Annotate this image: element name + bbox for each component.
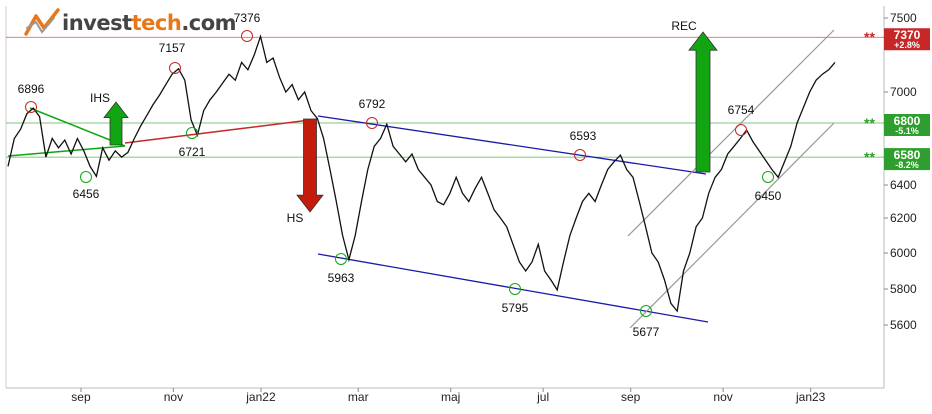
rising-channel-bottom [629,122,835,329]
level-value: 6800 [894,114,921,128]
brand-logo[interactable]: investtech.com [24,6,237,40]
pivot-label: 6450 [755,189,782,203]
pivot-marker [80,171,92,183]
x-tick-label: sep [621,390,641,404]
pivot-marker [640,305,652,317]
level-value: 6580 [894,148,921,162]
pivot-label: 7157 [159,41,186,55]
pivot-marker [366,117,378,129]
brand-name: investtech.com [62,11,237,35]
pivot-label: 6456 [73,187,100,201]
pivot-label: 6896 [18,82,45,96]
channel-bottom [317,253,709,323]
level-pct: +2.8% [894,40,920,50]
level-stars: ** [864,29,875,45]
pivot-marker [241,30,253,42]
x-tick-label: nov [713,390,732,404]
channel-top [317,115,707,175]
level-pct: -5.1% [895,126,919,136]
ihs-neckline [7,145,126,157]
pivot-label: 6754 [728,103,755,117]
pivot-marker [186,127,198,139]
pivot-marker [169,62,181,74]
x-tick-label: sep [71,390,91,404]
logo-icon [24,8,60,36]
hs-arrow [296,118,324,213]
level-pct: -8.2% [895,160,919,170]
pivot-label: 5677 [633,325,660,339]
ihs-arrow [103,101,129,146]
level-stars: ** [864,149,875,165]
pivot-marker [509,283,521,295]
y-tick-label: 7500 [890,11,917,25]
x-tick-label: jul [536,390,549,404]
rising-channel-top [627,29,835,237]
y-tick-label: 6400 [890,178,917,192]
level-tag [884,148,930,171]
level-tag [884,114,930,136]
pivot-label: 6721 [179,145,206,159]
y-tick-label: 5600 [890,318,917,332]
hs-neckline [124,118,319,144]
pivot-marker [335,253,347,265]
rec-arrow [688,31,718,173]
level-value: 7370 [894,28,921,42]
pattern-label: IHS [90,91,110,105]
pivot-marker [574,149,586,161]
x-tick-label: nov [164,390,183,404]
y-tick-label: 7000 [890,85,917,99]
x-tick-label: mar [348,390,369,404]
pivot-marker [762,171,774,183]
x-tick-label: maj [441,390,460,404]
y-tick-label: 5800 [890,282,917,296]
pivot-label: 6792 [359,97,386,111]
pivot-marker [735,124,747,136]
pivot-label: 6593 [570,129,597,143]
ihs-trend [29,107,126,147]
x-tick-label: jan22 [245,390,276,404]
x-tick-label: jan23 [795,390,826,404]
price-line [7,34,836,313]
pivot-label: 7376 [234,11,261,25]
pattern-label: HS [287,211,304,225]
pivot-marker [25,101,37,113]
y-tick-label: 6000 [890,246,917,260]
pivot-label: 5963 [328,271,355,285]
level-stars: ** [864,115,875,131]
y-tick-label: 6200 [890,211,917,225]
pivot-label: 5795 [502,301,529,315]
pattern-label: REC [671,19,697,33]
level-tag [884,28,930,51]
